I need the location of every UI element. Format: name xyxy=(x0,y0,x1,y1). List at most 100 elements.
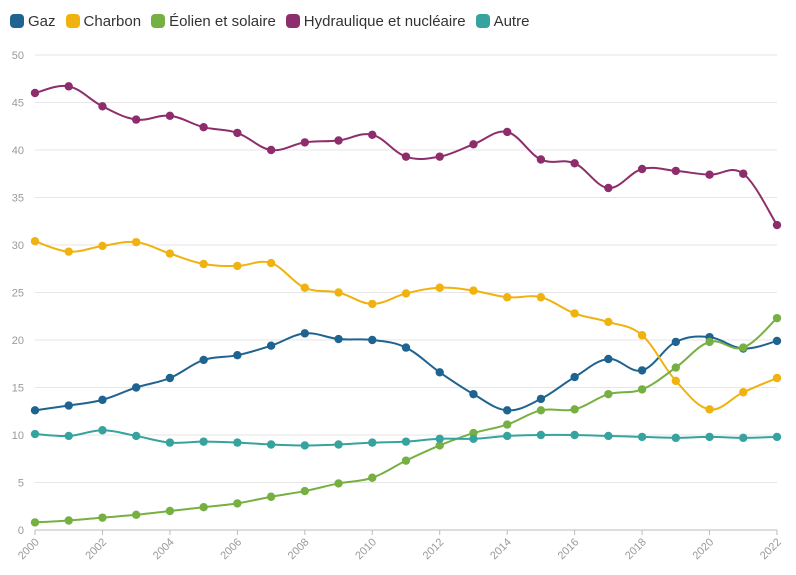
data-point-gaz-2000[interactable] xyxy=(30,406,40,415)
data-point-charbon-2012[interactable] xyxy=(435,283,444,292)
data-point-hydraulique-et-nucleaire-2008[interactable] xyxy=(300,138,310,147)
data-point-hydraulique-et-nucleaire-2014[interactable] xyxy=(502,127,512,137)
data-point-gaz-2018[interactable] xyxy=(637,366,647,375)
data-point-hydraulique-et-nucleaire-2007[interactable] xyxy=(266,145,276,155)
data-point-hydraulique-et-nucleaire-2015[interactable] xyxy=(536,155,546,164)
data-point-autre-2009[interactable] xyxy=(334,440,343,449)
data-point-gaz-2014[interactable] xyxy=(502,406,512,415)
data-point-gaz-2015[interactable] xyxy=(536,394,546,404)
data-point-charbon-2005[interactable] xyxy=(199,259,208,269)
data-point-charbon-2011[interactable] xyxy=(401,289,411,298)
data-point-charbon-2015[interactable] xyxy=(536,293,546,302)
data-point-eolien-et-solaire-2006[interactable] xyxy=(233,499,242,508)
data-point-hydraulique-et-nucleaire-2016[interactable] xyxy=(570,159,579,168)
data-point-charbon-2022[interactable] xyxy=(772,373,782,383)
data-point-hydraulique-et-nucleaire-2000[interactable] xyxy=(30,88,40,98)
data-point-gaz-2009[interactable] xyxy=(334,334,343,344)
data-point-gaz-2007[interactable] xyxy=(266,341,276,350)
data-point-autre-2007[interactable] xyxy=(266,440,276,449)
data-point-eolien-et-solaire-2012[interactable] xyxy=(435,441,444,450)
legend-item-charbon[interactable]: Charbon xyxy=(65,13,141,30)
data-point-eolien-et-solaire-2011[interactable] xyxy=(401,456,411,465)
data-point-eolien-et-solaire-2017[interactable] xyxy=(604,389,613,399)
data-point-charbon-2019[interactable] xyxy=(671,376,681,386)
data-point-hydraulique-et-nucleaire-2002[interactable] xyxy=(98,102,107,111)
data-point-hydraulique-et-nucleaire-2011[interactable] xyxy=(401,152,411,161)
data-point-autre-2015[interactable] xyxy=(536,430,546,440)
legend-item-eolien-solaire[interactable]: Éolien et solaire xyxy=(151,13,276,30)
data-point-autre-2001[interactable] xyxy=(64,431,73,441)
data-point-autre-2014[interactable] xyxy=(502,431,512,441)
data-point-autre-2000[interactable] xyxy=(30,429,40,439)
data-point-autre-2018[interactable] xyxy=(637,432,647,442)
data-point-charbon-2001[interactable] xyxy=(64,247,73,256)
data-point-charbon-2010[interactable] xyxy=(368,299,377,309)
data-point-charbon-2003[interactable] xyxy=(131,237,141,247)
data-point-autre-2021[interactable] xyxy=(739,433,748,443)
data-point-autre-2004[interactable] xyxy=(165,438,175,447)
data-point-autre-2003[interactable] xyxy=(131,431,141,441)
data-point-autre-2020[interactable] xyxy=(705,432,714,442)
data-point-eolien-et-solaire-2022[interactable] xyxy=(772,313,782,323)
data-point-gaz-2008[interactable] xyxy=(300,329,310,338)
legend-item-gaz[interactable]: Gaz xyxy=(10,13,56,30)
data-point-hydraulique-et-nucleaire-2017[interactable] xyxy=(604,183,613,193)
data-point-charbon-2014[interactable] xyxy=(502,293,512,302)
data-point-gaz-2019[interactable] xyxy=(671,337,681,347)
data-point-autre-2016[interactable] xyxy=(570,430,579,440)
data-point-autre-2006[interactable] xyxy=(233,438,242,447)
data-point-autre-2005[interactable] xyxy=(199,437,208,446)
data-point-eolien-et-solaire-2002[interactable] xyxy=(98,513,107,522)
data-point-autre-2017[interactable] xyxy=(604,431,613,441)
data-point-charbon-2020[interactable] xyxy=(705,405,714,414)
data-point-autre-2012[interactable] xyxy=(435,434,444,443)
data-point-eolien-et-solaire-2010[interactable] xyxy=(368,473,377,482)
data-point-gaz-2003[interactable] xyxy=(131,383,141,392)
data-point-eolien-et-solaire-2007[interactable] xyxy=(266,492,276,501)
legend-item-autre[interactable]: Autre xyxy=(475,13,529,30)
data-point-gaz-2022[interactable] xyxy=(772,336,782,346)
legend-item-hydraulique-nucleaire[interactable]: Hydraulique et nucléaire xyxy=(285,13,466,30)
data-point-gaz-2006[interactable] xyxy=(233,351,242,360)
data-point-autre-2002[interactable] xyxy=(98,426,107,435)
data-point-autre-2019[interactable] xyxy=(671,433,681,443)
data-point-hydraulique-et-nucleaire-2001[interactable] xyxy=(64,82,73,91)
data-point-hydraulique-et-nucleaire-2010[interactable] xyxy=(368,130,377,139)
data-point-eolien-et-solaire-2008[interactable] xyxy=(300,486,310,496)
data-point-eolien-et-solaire-2014[interactable] xyxy=(502,420,512,429)
data-point-charbon-2006[interactable] xyxy=(233,261,242,271)
data-point-eolien-et-solaire-2020[interactable] xyxy=(705,337,714,347)
data-point-gaz-2001[interactable] xyxy=(64,401,73,410)
data-point-charbon-2004[interactable] xyxy=(165,249,175,258)
data-point-hydraulique-et-nucleaire-2004[interactable] xyxy=(165,111,175,121)
data-point-hydraulique-et-nucleaire-2006[interactable] xyxy=(233,128,242,138)
data-point-gaz-2004[interactable] xyxy=(165,373,175,383)
data-point-charbon-2013[interactable] xyxy=(469,286,478,295)
data-point-hydraulique-et-nucleaire-2012[interactable] xyxy=(435,152,444,161)
data-point-eolien-et-solaire-2000[interactable] xyxy=(30,518,40,527)
data-point-hydraulique-et-nucleaire-2019[interactable] xyxy=(671,166,681,176)
data-point-eolien-et-solaire-2001[interactable] xyxy=(64,516,73,525)
data-point-charbon-2009[interactable] xyxy=(334,288,343,297)
data-point-gaz-2013[interactable] xyxy=(469,389,478,399)
data-point-hydraulique-et-nucleaire-2020[interactable] xyxy=(705,170,714,179)
data-point-gaz-2005[interactable] xyxy=(199,355,208,365)
data-point-eolien-et-solaire-2016[interactable] xyxy=(570,405,579,414)
data-point-charbon-2018[interactable] xyxy=(637,331,647,340)
data-point-charbon-2016[interactable] xyxy=(570,309,579,318)
data-point-autre-2011[interactable] xyxy=(401,437,411,446)
data-point-hydraulique-et-nucleaire-2009[interactable] xyxy=(334,136,343,145)
data-point-charbon-2017[interactable] xyxy=(604,317,613,327)
data-point-charbon-2002[interactable] xyxy=(98,241,107,251)
data-point-autre-2010[interactable] xyxy=(368,438,377,447)
data-point-gaz-2016[interactable] xyxy=(570,372,579,382)
data-point-charbon-2008[interactable] xyxy=(300,283,310,292)
data-point-hydraulique-et-nucleaire-2003[interactable] xyxy=(131,115,141,124)
data-point-charbon-2007[interactable] xyxy=(266,258,276,268)
data-point-eolien-et-solaire-2015[interactable] xyxy=(536,406,546,415)
data-point-eolien-et-solaire-2019[interactable] xyxy=(671,363,681,372)
data-point-eolien-et-solaire-2004[interactable] xyxy=(165,506,175,516)
data-point-eolien-et-solaire-2009[interactable] xyxy=(334,479,343,488)
data-point-eolien-et-solaire-2005[interactable] xyxy=(199,503,208,512)
data-point-hydraulique-et-nucleaire-2018[interactable] xyxy=(637,164,647,174)
